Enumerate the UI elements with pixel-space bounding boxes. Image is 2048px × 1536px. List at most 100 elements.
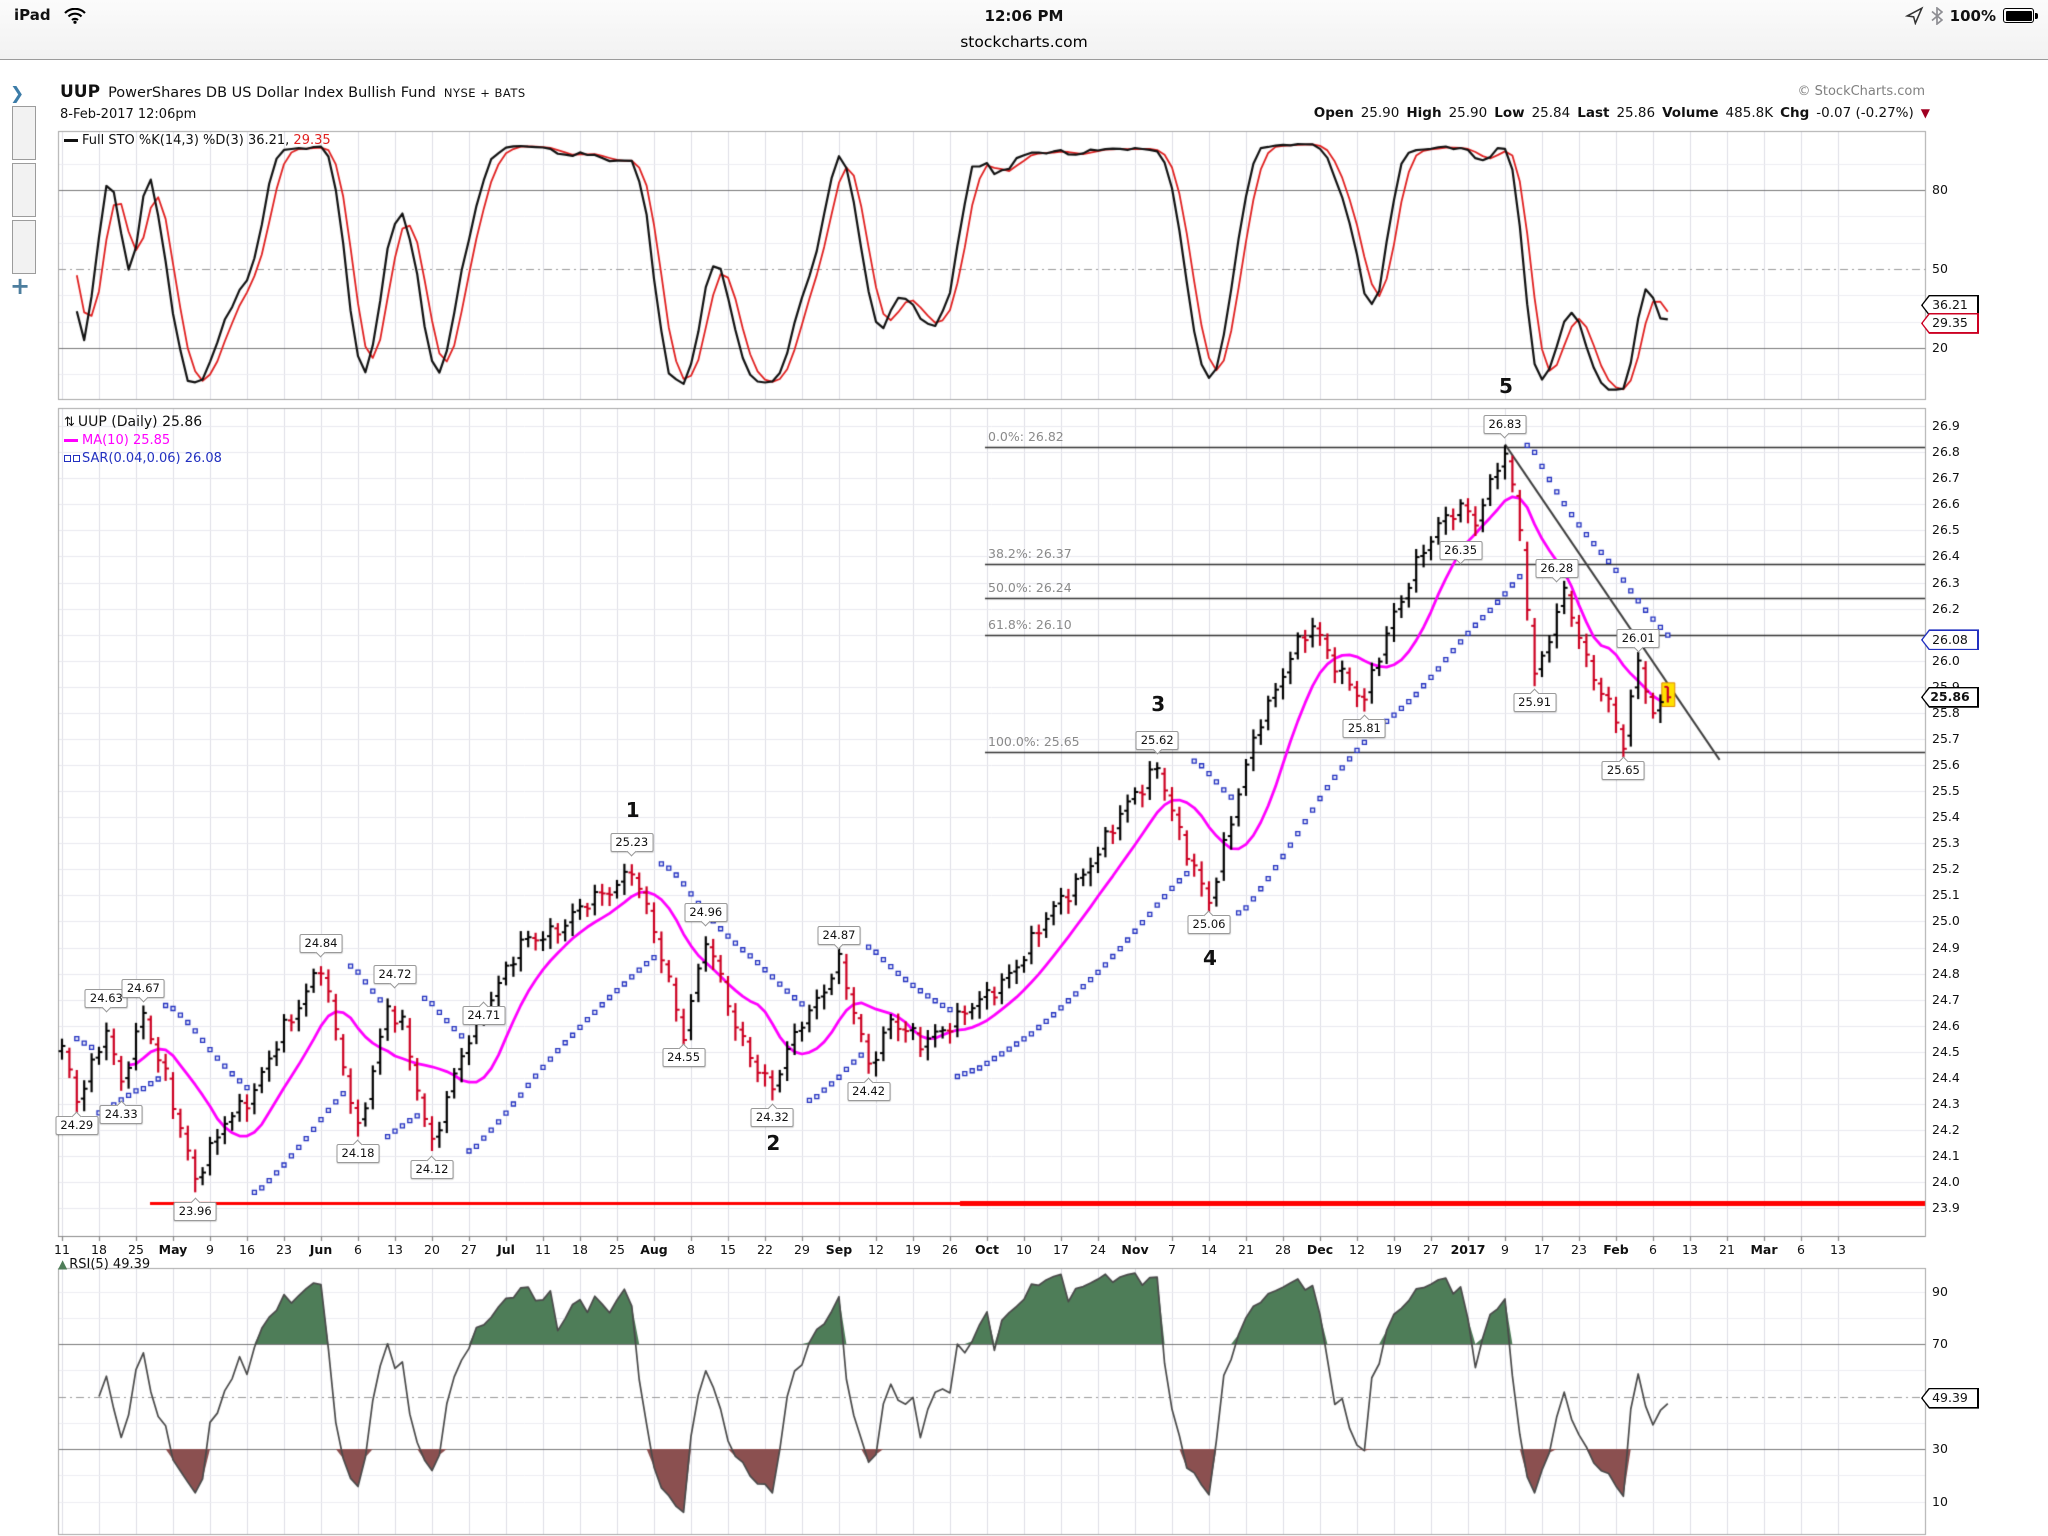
status-and-title-bar: iPad 12:06 PM 100% stockcharts.com (0, 0, 2048, 60)
price-axis-label: 24.0 (1932, 1174, 1960, 1190)
wave-number-label: 5 (1499, 374, 1513, 399)
x-axis-label: 9 (1501, 1242, 1509, 1257)
sidebar-handle-3[interactable] (12, 220, 36, 274)
last-price-axis-pill: 25.86 (1921, 686, 1979, 708)
price-callout-label: 25.23 (610, 832, 654, 852)
wifi-icon (64, 7, 86, 28)
chg-down-arrow-icon[interactable]: ▼ (1920, 106, 1930, 120)
battery-percent: 100% (1949, 6, 1996, 25)
price-axis-label: 24.8 (1932, 965, 1960, 981)
price-legend-label: UUP (Daily) (77, 414, 158, 430)
x-axis-label: Sep (825, 1242, 853, 1257)
price-axis-label: 25.0 (1932, 913, 1960, 929)
x-axis-label: 14 (1201, 1242, 1217, 1257)
stoch-k-axis-pill: 36.21 (1921, 294, 1979, 316)
price-callout-label: 24.71 (462, 1006, 506, 1026)
price-callout-label: 25.06 (1187, 914, 1231, 934)
price-axis-label: 23.9 (1932, 1200, 1960, 1216)
quote-summary: Open 25.90 High 25.90 Low 25.84 Last 25.86 V… (1314, 105, 1930, 121)
exchange-label: NYSE + BATS (443, 86, 526, 100)
open-value: 25.90 (1360, 105, 1400, 121)
price-last-value: 25.86 (162, 414, 203, 430)
sar-dot-icon (64, 455, 71, 462)
x-axis-label: 15 (720, 1242, 736, 1257)
x-axis-label: 13 (1830, 1242, 1846, 1257)
rsi-axis-label: 30 (1932, 1441, 1948, 1456)
price-callout-label: 24.67 (121, 978, 165, 998)
x-axis-label: 17 (1053, 1242, 1069, 1257)
price-callout-label: 26.01 (1616, 629, 1660, 649)
price-axis-label: 26.6 (1932, 496, 1960, 512)
stoch-axis-label: 50 (1932, 260, 1948, 276)
x-axis-label: 23 (1571, 1242, 1587, 1257)
rsi-axis-label: 70 (1932, 1336, 1948, 1351)
ma-label: MA(10) (82, 433, 129, 448)
price-callout-label: 24.33 (99, 1105, 143, 1125)
price-callout-label: 24.42 (847, 1081, 891, 1101)
sar-label: SAR(0.04,0.06) (82, 451, 181, 466)
rsi-value: 49.39 (112, 1257, 151, 1272)
x-axis-label: May (158, 1242, 188, 1257)
price-callout-label: 24.84 (299, 934, 343, 954)
sar-legend: SAR(0.04,0.06) 26.08 (64, 451, 222, 466)
x-axis-label: Feb (1603, 1242, 1629, 1257)
sidebar-expand-chevron-icon[interactable]: ❯ (10, 84, 25, 104)
x-axis-label: 10 (1016, 1242, 1032, 1257)
bluetooth-icon (1931, 6, 1943, 25)
stoch-axis-label: 80 (1932, 182, 1948, 197)
stoch-d-axis-pill-value: 29.35 (1922, 314, 1978, 333)
status-right-cluster: 100% (1904, 6, 2038, 25)
stoch-axis-label: 20 (1932, 339, 1948, 355)
low-value: 25.84 (1531, 105, 1571, 121)
price-callout-label: 24.96 (684, 902, 728, 922)
carrier-label: iPad (14, 6, 51, 24)
sidebar-handle-1[interactable] (12, 106, 36, 160)
x-axis-label: 2017 (1450, 1242, 1486, 1257)
sar-axis-pill: 26.08 (1921, 629, 1979, 651)
x-axis-label: 21 (1719, 1242, 1735, 1257)
price-callout-label: 24.18 (336, 1144, 380, 1164)
fib-level-label: 100.0%: 25.65 (988, 734, 1080, 750)
copyright: © StockCharts.com (1797, 84, 1925, 99)
price-callout-label: 26.28 (1535, 558, 1579, 578)
volume-value: 485.8K (1725, 105, 1774, 121)
price-callout-label: 24.32 (750, 1107, 794, 1127)
stochastic-legend: Full STO %K(14,3) %D(3) 36.21, 29.35 (64, 133, 331, 148)
sidebar-add-button[interactable]: + (10, 272, 31, 300)
battery-icon (2003, 8, 2038, 23)
open-label: Open (1313, 105, 1354, 121)
stoch-d-value: 29.35 (293, 133, 331, 148)
price-axis-label: 25.8 (1932, 704, 1960, 720)
sar-value: 26.08 (184, 451, 222, 466)
x-axis-label: 28 (1275, 1242, 1291, 1257)
clock: 12:06 PM (984, 7, 1064, 25)
price-callout-label: 26.83 (1483, 415, 1527, 435)
price-axis-label: 26.7 (1932, 470, 1960, 486)
rsi-legend: ▲ RSI(5) 49.39 (58, 1257, 150, 1272)
price-callout-label: 24.87 (817, 926, 861, 946)
price-axis-label: 24.2 (1932, 1122, 1960, 1138)
wave-number-label: 3 (1151, 691, 1166, 716)
fib-level-label: 61.8%: 26.10 (988, 616, 1072, 632)
x-axis-label: 22 (757, 1242, 773, 1257)
x-axis-label: Oct (974, 1242, 1000, 1257)
x-axis-label: 6 (354, 1242, 362, 1257)
rsi-label: RSI(5) (69, 1257, 109, 1272)
price-axis-label: 26.9 (1932, 418, 1960, 434)
chg-value: -0.07 (-0.27%) (1816, 105, 1914, 121)
ticker-symbol: UUP (60, 82, 101, 102)
sidebar-handle-2[interactable] (12, 163, 36, 217)
price-axis-label: 24.1 (1932, 1148, 1960, 1164)
rsi-triangle-icon: ▲ (58, 1257, 68, 1271)
price-callout-label: 26.35 (1439, 540, 1483, 560)
stoch-d-axis-pill: 29.35 (1921, 312, 1979, 334)
fib-level-label: 50.0%: 26.24 (988, 580, 1072, 596)
price-axis-label: 24.9 (1932, 939, 1960, 955)
fib-level-label: 0.0%: 26.82 (988, 429, 1064, 444)
chg-label: Chg (1780, 105, 1810, 121)
x-axis-label: 29 (794, 1242, 810, 1257)
price-callout-label: 25.91 (1513, 693, 1557, 713)
price-callout-label: 25.81 (1342, 719, 1386, 739)
x-axis-label: 18 (91, 1242, 107, 1257)
